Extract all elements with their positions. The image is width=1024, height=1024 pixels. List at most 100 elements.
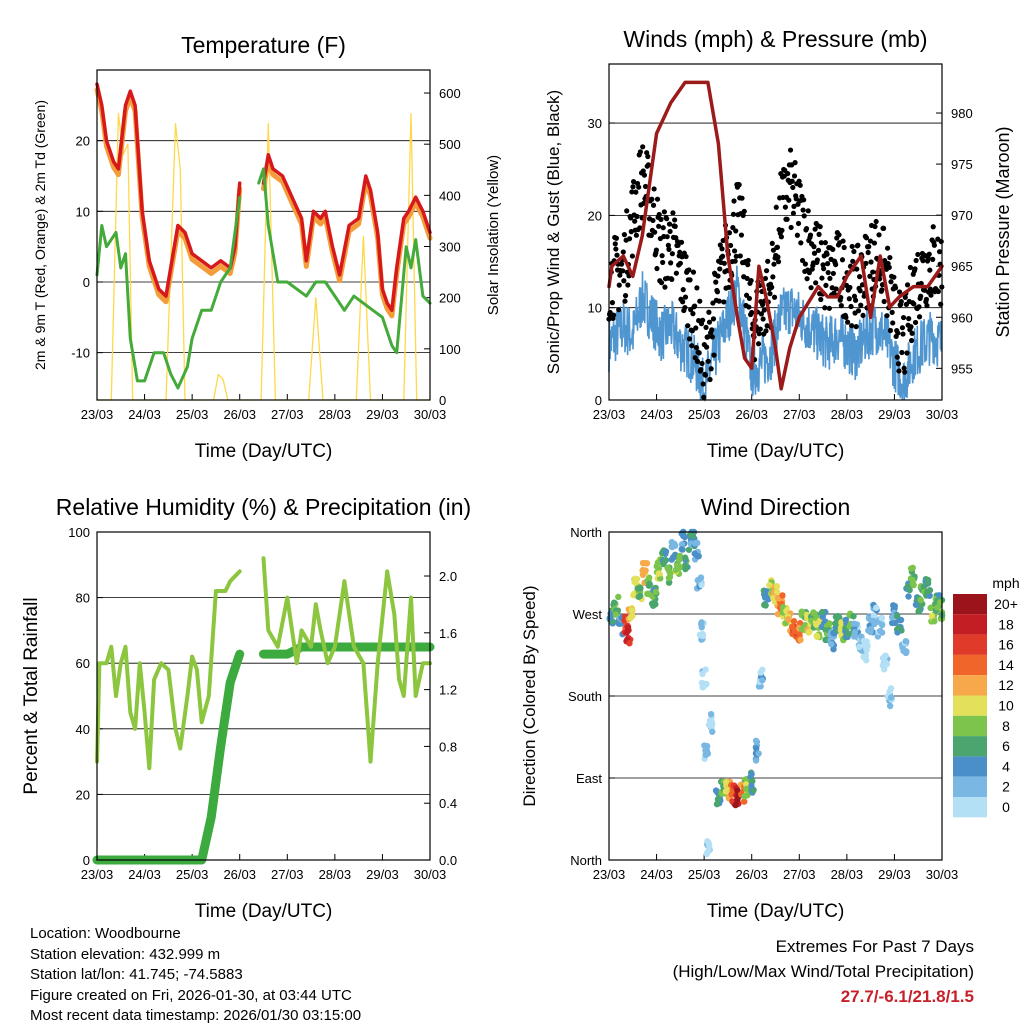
gust-point (669, 276, 675, 282)
wind-direction-point (701, 742, 708, 749)
gust-point (661, 209, 667, 215)
gust-point (686, 267, 692, 273)
gust-point (791, 173, 798, 179)
wind-direction-point (713, 800, 721, 808)
wind-direction-point (891, 602, 898, 610)
gust-point (927, 267, 933, 273)
gust-point (763, 328, 769, 334)
gust-point (888, 279, 894, 285)
x-tick-label: 23/03 (593, 407, 626, 422)
gust-point (687, 277, 693, 283)
y-right-tick-label: 0.4 (439, 796, 457, 811)
y-tick-label: 20 (76, 134, 90, 149)
gust-point (831, 290, 837, 296)
gust-point (930, 224, 936, 230)
legend-swatch (953, 594, 987, 615)
gust-point (918, 280, 924, 287)
legend-label: 8 (1002, 718, 1010, 734)
gust-point (677, 249, 683, 255)
wind-direction-point (878, 621, 886, 629)
wind-direction-point (808, 617, 815, 624)
gust-point (813, 280, 819, 286)
wind-direction-point (870, 617, 877, 625)
gust-point (704, 344, 710, 350)
gust-point (708, 366, 714, 372)
wind-direction-point (624, 626, 632, 634)
wind-direction-point (927, 604, 934, 612)
gust-point (622, 298, 628, 304)
gust-point (650, 217, 656, 224)
wind-direction-point (753, 745, 760, 752)
gust-point (705, 334, 711, 340)
gust-point (677, 260, 683, 266)
gust-point (938, 238, 944, 245)
gust-point (791, 203, 797, 209)
gust-point (652, 229, 658, 235)
gust-point (609, 300, 616, 306)
gust-point (759, 302, 766, 308)
wind-direction-point (634, 585, 641, 592)
wind-direction-point (673, 562, 681, 569)
chart-title: Winds (mph) & Pressure (mb) (623, 26, 927, 52)
gust-point (881, 298, 887, 305)
y-axis-label: Direction (Colored By Speed) (520, 585, 539, 806)
x-tick-label: 27/03 (783, 407, 816, 422)
wind-direction-point (773, 588, 781, 596)
gust-point (899, 349, 905, 356)
gust-point (720, 237, 726, 244)
gust-point (873, 218, 879, 225)
wind-direction-point (664, 564, 671, 571)
gust-point (711, 352, 717, 358)
gust-point (678, 239, 685, 245)
wind-direction-point (879, 662, 887, 669)
y-tick-label: 40 (76, 722, 90, 737)
wind-direction-point (704, 750, 712, 757)
gust-point (685, 323, 691, 329)
wind-direction-point (798, 625, 806, 633)
gust-point (637, 149, 643, 155)
wind-direction-point (785, 616, 792, 623)
gust-point (737, 253, 743, 259)
wind-direction-point (610, 599, 618, 606)
gust-point (863, 260, 869, 266)
gust-point (912, 319, 919, 326)
gust-point (650, 202, 657, 208)
wind-direction-point (633, 575, 641, 583)
chart-title: Temperature (F) (181, 32, 346, 58)
wind-direction-point (905, 593, 912, 600)
legend-swatch (953, 736, 987, 757)
gust-point (858, 302, 864, 308)
y-axis-label: Sonic/Prop Wind & Gust (Blue, Black) (544, 90, 563, 374)
gust-point (826, 305, 832, 311)
gust-point (800, 207, 806, 213)
gust-point (613, 246, 619, 252)
wind-direction-point (628, 607, 636, 614)
wind-direction-point (678, 541, 686, 548)
gust-point (822, 305, 828, 311)
wind-direction-point (698, 581, 705, 589)
x-axis-label: Time (Day/UTC) (195, 441, 333, 462)
gust-point (790, 210, 796, 216)
gust-point (847, 284, 853, 291)
gust-point (774, 244, 781, 250)
x-tick-label: 29/03 (878, 867, 911, 882)
gust-point (775, 259, 782, 265)
wind-direction-point (646, 580, 653, 588)
wind-direction-point (615, 593, 622, 601)
gust-point (769, 240, 775, 247)
wind-direction-point (722, 788, 730, 795)
x-tick-label: 24/03 (128, 867, 161, 882)
gust-point (830, 246, 836, 252)
gust-point (688, 307, 694, 313)
wind-direction-point (761, 601, 768, 609)
gust-point (926, 251, 932, 257)
gust-point (830, 270, 836, 277)
gust-point (930, 256, 936, 262)
gust-point (668, 260, 674, 266)
y-right-tick-label: 100 (439, 342, 461, 357)
extremes-title: Extremes For Past 7 Days (775, 937, 974, 956)
gust-point (801, 213, 807, 219)
wind-direction-point (924, 588, 931, 595)
legend-label: 12 (998, 677, 1014, 693)
